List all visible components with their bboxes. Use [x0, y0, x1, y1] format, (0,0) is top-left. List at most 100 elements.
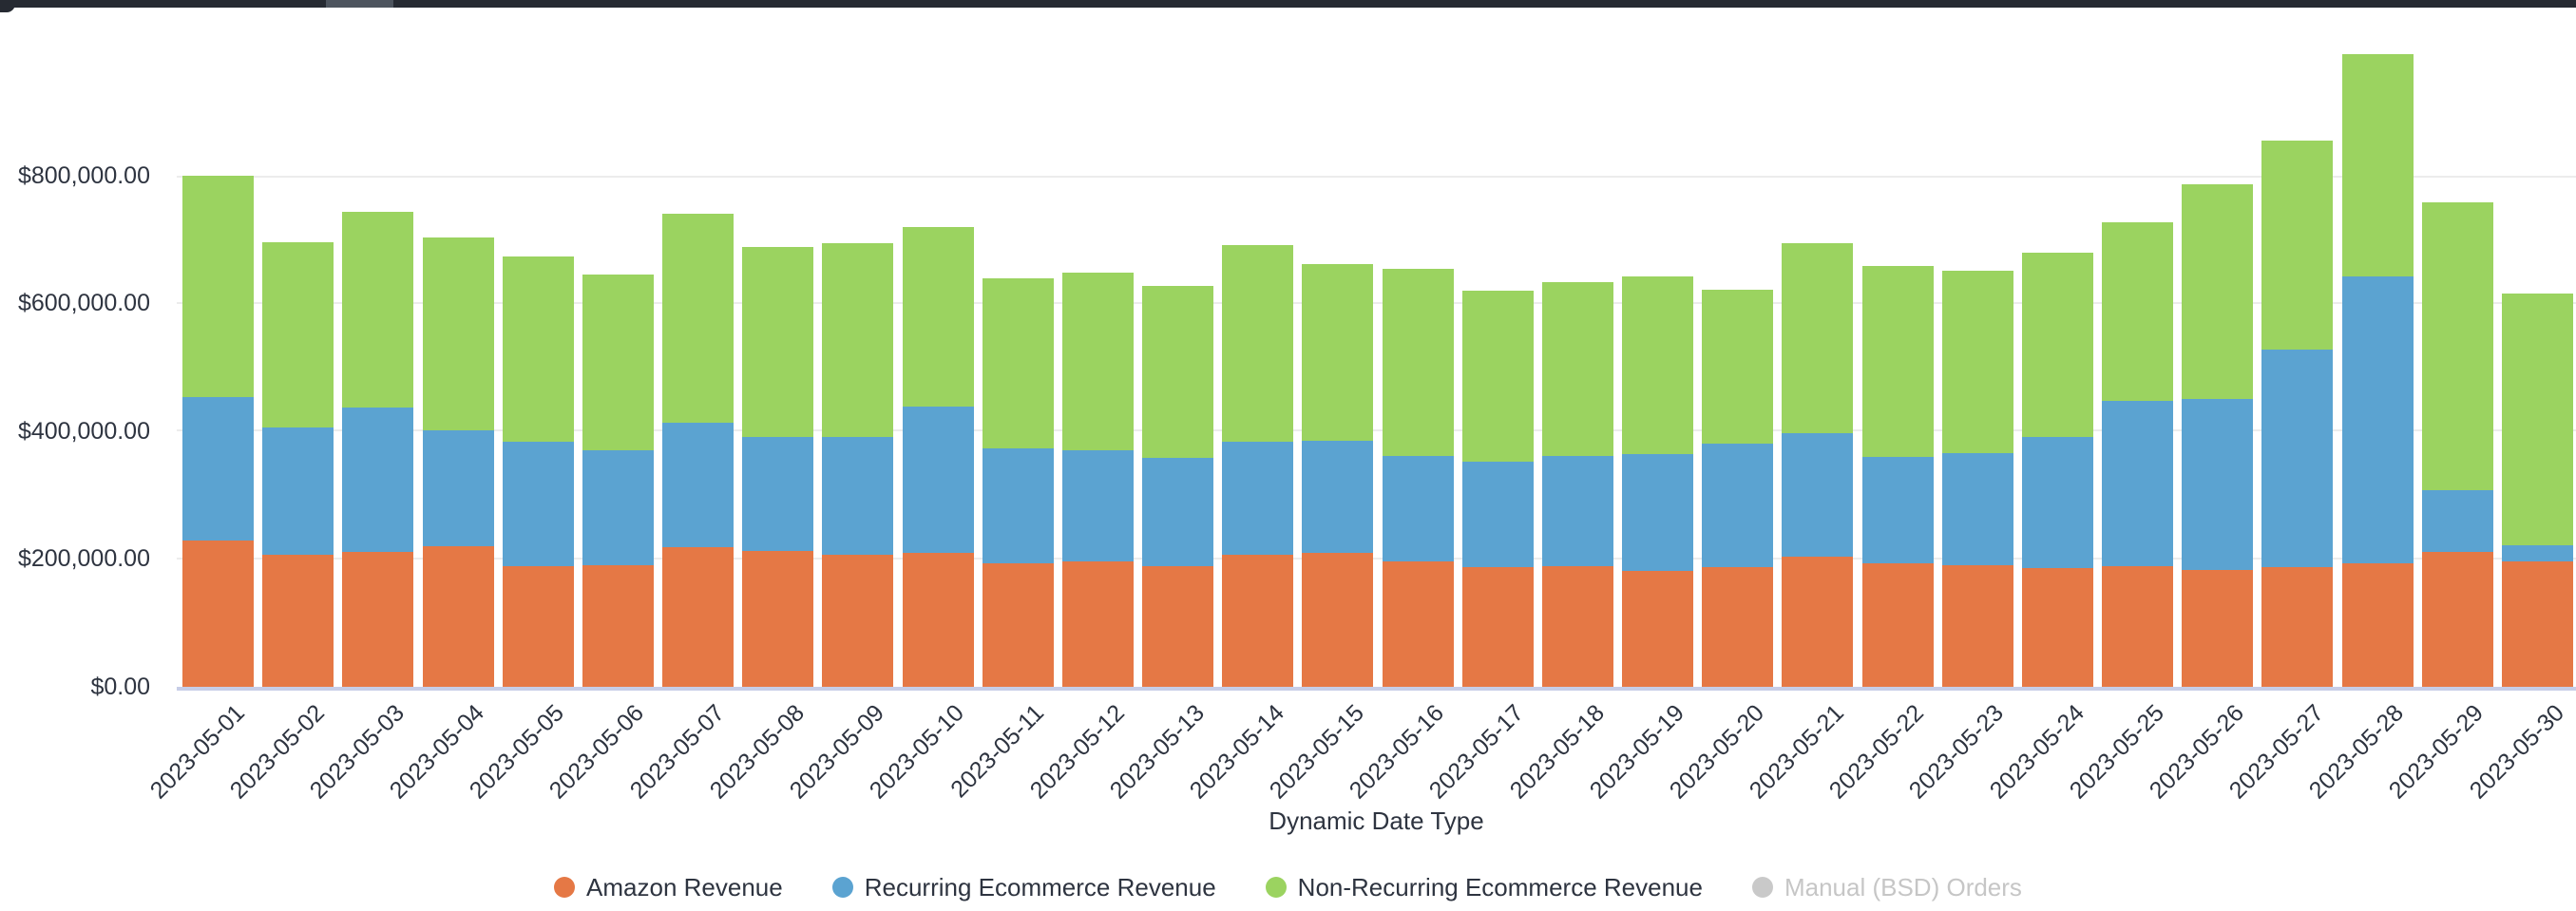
bar-segment-amazon-revenue[interactable]	[2501, 561, 2573, 687]
bar-segment-recurring-ecommerce-revenue[interactable]	[182, 397, 254, 541]
bar-2023-05-17	[1461, 291, 1534, 687]
bar-segment-recurring-ecommerce-revenue[interactable]	[1941, 452, 2013, 566]
gridline-400k	[177, 429, 2576, 431]
bar-segment-amazon-revenue[interactable]	[982, 562, 1054, 687]
bar-segment-amazon-revenue[interactable]	[1941, 565, 2013, 687]
bar-segment-amazon-revenue[interactable]	[342, 552, 414, 687]
legend-item-manual-bsd-orders[interactable]: Manual (BSD) Orders	[1751, 873, 2022, 902]
bar-segment-non-recurring-ecommerce-revenue[interactable]	[1782, 243, 1854, 434]
bar-segment-amazon-revenue[interactable]	[2021, 567, 2093, 687]
bar-segment-non-recurring-ecommerce-revenue[interactable]	[1142, 286, 1213, 459]
bar-segment-amazon-revenue[interactable]	[1142, 565, 1213, 687]
bar-segment-recurring-ecommerce-revenue[interactable]	[1861, 456, 1934, 564]
bar-segment-recurring-ecommerce-revenue[interactable]	[1222, 442, 1294, 555]
bar-segment-non-recurring-ecommerce-revenue[interactable]	[342, 211, 414, 408]
bar-segment-non-recurring-ecommerce-revenue[interactable]	[1702, 289, 1774, 444]
legend-item-recurring-ecommerce-revenue[interactable]: Recurring Ecommerce Revenue	[831, 873, 1216, 902]
bar-segment-non-recurring-ecommerce-revenue[interactable]	[822, 243, 894, 438]
bar-segment-recurring-ecommerce-revenue[interactable]	[982, 448, 1054, 563]
bar-segment-non-recurring-ecommerce-revenue[interactable]	[422, 237, 494, 431]
bar-segment-recurring-ecommerce-revenue[interactable]	[662, 423, 734, 547]
bar-segment-non-recurring-ecommerce-revenue[interactable]	[742, 247, 814, 438]
bar-segment-amazon-revenue[interactable]	[1622, 571, 1694, 687]
bar-segment-non-recurring-ecommerce-revenue[interactable]	[662, 213, 734, 424]
bar-segment-recurring-ecommerce-revenue[interactable]	[1622, 453, 1694, 572]
bar-segment-non-recurring-ecommerce-revenue[interactable]	[582, 275, 654, 450]
bar-segment-recurring-ecommerce-revenue[interactable]	[1142, 458, 1213, 566]
bar-segment-non-recurring-ecommerce-revenue[interactable]	[1222, 244, 1294, 443]
bar-segment-non-recurring-ecommerce-revenue[interactable]	[182, 176, 254, 398]
bar-segment-recurring-ecommerce-revenue[interactable]	[1782, 433, 1854, 557]
bar-segment-non-recurring-ecommerce-revenue[interactable]	[2501, 293, 2573, 545]
bar-segment-recurring-ecommerce-revenue[interactable]	[2261, 349, 2334, 568]
bar-segment-recurring-ecommerce-revenue[interactable]	[2182, 399, 2254, 570]
bar-segment-recurring-ecommerce-revenue[interactable]	[1702, 443, 1774, 568]
bar-segment-recurring-ecommerce-revenue[interactable]	[342, 408, 414, 553]
bar-segment-amazon-revenue[interactable]	[502, 565, 574, 687]
bar-segment-non-recurring-ecommerce-revenue[interactable]	[2341, 53, 2414, 277]
bar-segment-non-recurring-ecommerce-revenue[interactable]	[902, 226, 974, 407]
bar-segment-recurring-ecommerce-revenue[interactable]	[2102, 401, 2174, 566]
bar-segment-non-recurring-ecommerce-revenue[interactable]	[502, 256, 574, 443]
bar-segment-amazon-revenue[interactable]	[1541, 565, 1613, 687]
bar-segment-amazon-revenue[interactable]	[1302, 553, 1374, 687]
bar-segment-amazon-revenue[interactable]	[1461, 567, 1534, 687]
y-axis-tick-label: $400,000.00	[17, 418, 150, 445]
bar-segment-amazon-revenue[interactable]	[2261, 567, 2334, 687]
bar-segment-non-recurring-ecommerce-revenue[interactable]	[262, 242, 334, 428]
bar-segment-non-recurring-ecommerce-revenue[interactable]	[1302, 263, 1374, 442]
bar-segment-recurring-ecommerce-revenue[interactable]	[1382, 456, 1454, 562]
bar-segment-amazon-revenue[interactable]	[662, 546, 734, 687]
bar-segment-amazon-revenue[interactable]	[2341, 563, 2414, 687]
bar-segment-amazon-revenue[interactable]	[2421, 552, 2493, 687]
top-scrollbar-thumb[interactable]	[326, 0, 393, 8]
bar-segment-recurring-ecommerce-revenue[interactable]	[502, 442, 574, 566]
bar-2023-05-18	[1541, 282, 1613, 687]
bar-segment-recurring-ecommerce-revenue[interactable]	[2501, 544, 2573, 562]
legend-item-amazon-revenue[interactable]: Amazon Revenue	[554, 873, 783, 902]
bar-segment-recurring-ecommerce-revenue[interactable]	[262, 427, 334, 555]
bar-segment-non-recurring-ecommerce-revenue[interactable]	[2021, 252, 2093, 438]
bar-segment-non-recurring-ecommerce-revenue[interactable]	[1541, 282, 1613, 457]
bar-segment-recurring-ecommerce-revenue[interactable]	[2341, 276, 2414, 564]
bar-segment-recurring-ecommerce-revenue[interactable]	[2021, 437, 2093, 568]
bar-segment-non-recurring-ecommerce-revenue[interactable]	[1382, 269, 1454, 457]
bar-segment-recurring-ecommerce-revenue[interactable]	[902, 406, 974, 554]
bar-segment-recurring-ecommerce-revenue[interactable]	[582, 449, 654, 565]
bar-segment-amazon-revenue[interactable]	[582, 564, 654, 687]
bar-segment-non-recurring-ecommerce-revenue[interactable]	[2261, 141, 2334, 350]
bar-segment-recurring-ecommerce-revenue[interactable]	[1061, 449, 1134, 561]
bar-segment-non-recurring-ecommerce-revenue[interactable]	[2421, 201, 2493, 490]
bar-segment-amazon-revenue[interactable]	[2182, 569, 2254, 687]
bar-segment-amazon-revenue[interactable]	[1702, 567, 1774, 687]
bar-segment-non-recurring-ecommerce-revenue[interactable]	[2182, 183, 2254, 400]
bar-segment-amazon-revenue[interactable]	[1382, 561, 1454, 687]
bar-segment-recurring-ecommerce-revenue[interactable]	[2421, 489, 2493, 553]
bar-segment-recurring-ecommerce-revenue[interactable]	[422, 430, 494, 546]
bar-segment-non-recurring-ecommerce-revenue[interactable]	[2102, 222, 2174, 402]
bar-segment-amazon-revenue[interactable]	[182, 541, 254, 687]
bar-2023-05-19	[1622, 275, 1694, 687]
bar-segment-recurring-ecommerce-revenue[interactable]	[742, 437, 814, 552]
bar-segment-amazon-revenue[interactable]	[2102, 565, 2174, 687]
bar-segment-non-recurring-ecommerce-revenue[interactable]	[1941, 271, 2013, 453]
bar-segment-recurring-ecommerce-revenue[interactable]	[1541, 456, 1613, 566]
bar-segment-non-recurring-ecommerce-revenue[interactable]	[1861, 265, 1934, 457]
bar-segment-amazon-revenue[interactable]	[422, 546, 494, 687]
bar-segment-amazon-revenue[interactable]	[262, 554, 334, 687]
bar-segment-amazon-revenue[interactable]	[902, 553, 974, 687]
bar-segment-amazon-revenue[interactable]	[742, 551, 814, 687]
bar-segment-non-recurring-ecommerce-revenue[interactable]	[1461, 291, 1534, 462]
bar-segment-non-recurring-ecommerce-revenue[interactable]	[982, 278, 1054, 449]
bar-segment-recurring-ecommerce-revenue[interactable]	[822, 437, 894, 555]
bar-segment-amazon-revenue[interactable]	[1861, 563, 1934, 687]
bar-segment-amazon-revenue[interactable]	[822, 554, 894, 687]
bar-segment-amazon-revenue[interactable]	[1061, 560, 1134, 687]
bar-segment-amazon-revenue[interactable]	[1222, 554, 1294, 687]
bar-segment-non-recurring-ecommerce-revenue[interactable]	[1061, 272, 1134, 450]
bar-segment-non-recurring-ecommerce-revenue[interactable]	[1622, 275, 1694, 454]
bar-segment-recurring-ecommerce-revenue[interactable]	[1302, 441, 1374, 554]
legend-item-non-recurring-ecommerce-revenue[interactable]: Non-Recurring Ecommerce Revenue	[1265, 873, 1703, 902]
bar-segment-amazon-revenue[interactable]	[1782, 556, 1854, 687]
bar-segment-recurring-ecommerce-revenue[interactable]	[1461, 461, 1534, 568]
